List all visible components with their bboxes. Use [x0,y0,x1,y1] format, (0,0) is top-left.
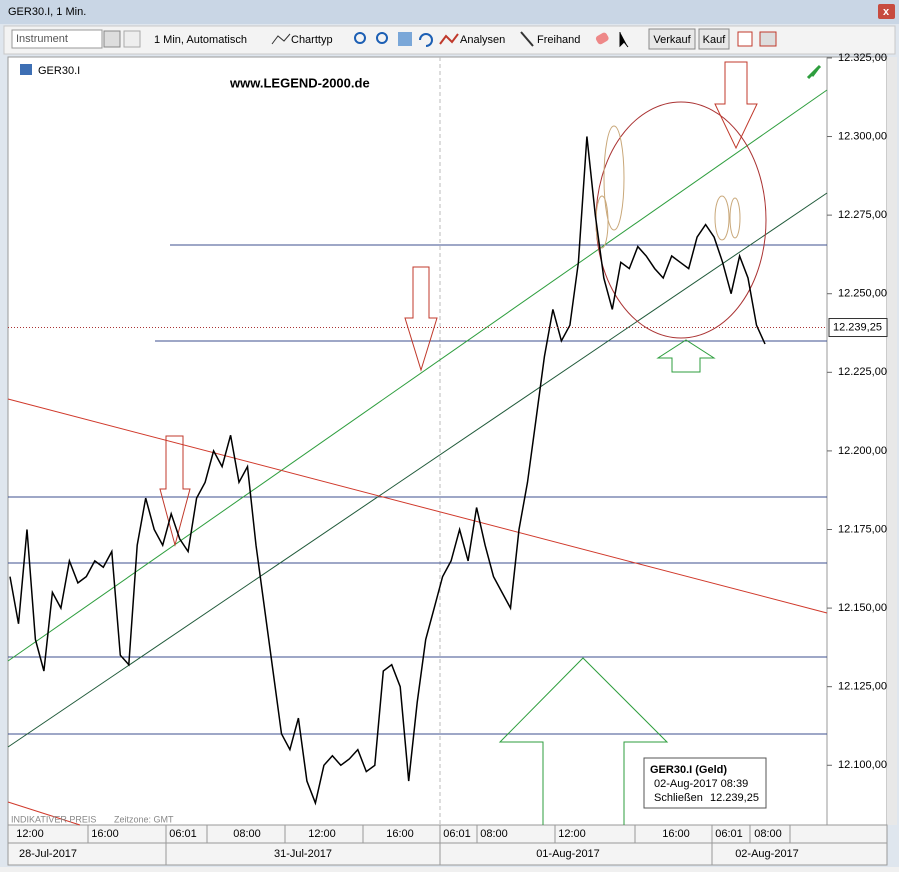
date-label: 31-Jul-2017 [274,848,332,860]
charttype-icon [271,33,291,45]
freehand-icon [520,31,534,47]
window-title: GER30.I, 1 Min. [8,6,86,18]
y-tick-label: 12.125,00 [838,681,887,693]
up-arrow [498,657,669,825]
eraser-button[interactable] [595,32,610,46]
x-tick-label: 08:00 [754,828,782,840]
x-tick-label: 08:00 [233,828,261,840]
print-button[interactable] [759,31,777,47]
pan-button[interactable] [398,32,412,46]
date-label: 01-Aug-2017 [536,848,600,860]
x-tick-label: 16:00 [91,828,119,840]
watermark: www.LEGEND-2000.de [229,75,370,90]
title-bar [0,0,899,24]
buy-button[interactable] [698,28,730,50]
last-price-label: 12.239,25 [833,321,882,333]
analyses-dropdown[interactable]: Analysen [460,34,505,46]
interval-dropdown[interactable]: 1 Min, Automatisch [154,34,247,46]
plot-area [7,56,828,826]
down-arrow [159,435,191,547]
x-tick-label: 06:01 [443,828,471,840]
x-tick-label: 16:00 [386,828,414,840]
trend-icon [806,64,822,80]
x-tick-label: 12:00 [16,828,44,840]
trend-line [7,192,828,748]
price-line [9,136,766,806]
y-tick-label: 12.275,00 [838,209,887,221]
trend-line [7,89,828,662]
y-tick-label: 12.250,00 [838,288,887,300]
zoom-in[interactable] [354,32,366,44]
scrollbar[interactable] [887,57,897,825]
timezone: Zeitzone: GMT [114,814,174,824]
y-tick-label: 12.225,00 [838,366,887,378]
symbol-icon [20,64,32,75]
down-arrow [714,61,758,150]
info-close-label: Schließen [654,792,703,804]
buy-label: Kauf [703,34,727,46]
down-arrow [404,266,438,372]
oval-annotation [729,197,741,239]
info-date: 02-Aug-2017 08:39 [654,778,748,790]
trend-line [7,801,81,826]
x-tick-label: 06:01 [169,828,197,840]
y-tick-label: 12.300,00 [838,130,887,142]
y-tick-label: 12.325,00 [838,52,887,64]
y-tick-label: 12.150,00 [838,602,887,614]
info-title: GER30.I (Geld) [650,764,727,776]
date-label: 28-Jul-2017 [19,848,77,860]
x-axis-panel [7,824,888,866]
oval-annotation [714,195,730,241]
instrument-input[interactable] [11,29,103,49]
x-tick-label: 12:00 [308,828,336,840]
x-tick-label: 08:00 [480,828,508,840]
y-tick-label: 12.100,00 [838,759,887,771]
up-arrow [656,339,716,373]
oval-annotation [603,125,625,231]
y-tick-label: 12.175,00 [838,523,887,535]
sell-label: Verkauf [653,34,691,46]
close-icon: x [883,6,890,18]
close-button[interactable] [878,4,895,19]
last-price-box [828,318,888,338]
symbol-label[interactable]: GER30.I [38,65,80,77]
instrument-button[interactable] [103,30,121,48]
date-label: 02-Aug-2017 [735,848,799,860]
instrument-placeholder: Instrument [16,33,68,45]
analyses-icon [439,33,459,45]
y-axis-panel [826,56,888,826]
undo-button[interactable] [419,33,433,47]
zoom-out[interactable] [376,32,388,44]
freehand-dropdown[interactable]: Freihand [537,34,580,46]
price-type: INDIKATIVER PREIS [11,814,96,824]
sell-button[interactable] [648,28,696,50]
charttype-dropdown[interactable]: Charttyp [291,34,333,46]
compare-button[interactable] [123,30,141,48]
indicator-button[interactable] [737,31,753,47]
x-tick-label: 16:00 [662,828,690,840]
x-tick-label: 12:00 [558,828,586,840]
trend-line [7,398,828,614]
pointer-button[interactable] [619,32,629,48]
info-close-value: 12.239,25 [710,792,759,804]
x-tick-label: 06:01 [715,828,743,840]
y-tick-label: 12.200,00 [838,445,887,457]
info-box [643,757,767,809]
